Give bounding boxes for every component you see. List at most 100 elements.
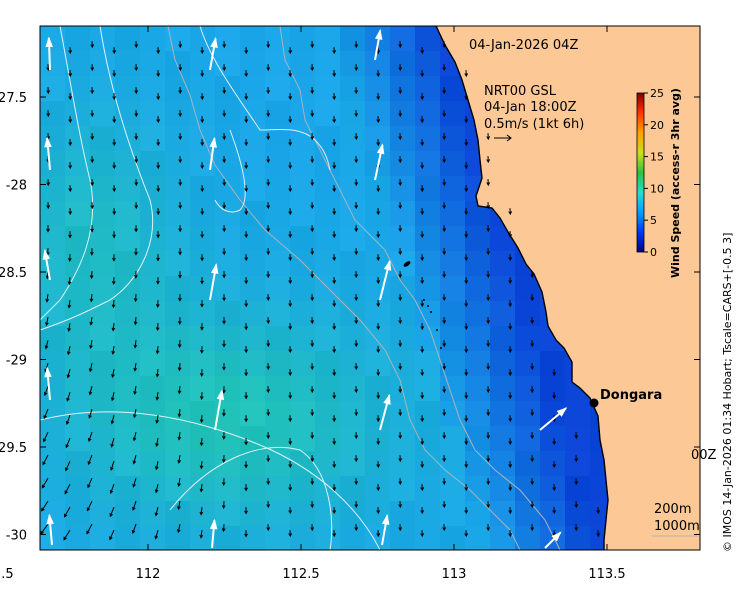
model-wind-arrowhead [178,159,183,164]
model-wind-arrowhead [354,228,359,233]
wind-speed-cell [390,351,416,377]
model-wind-arrowhead [464,372,469,377]
wind-speed-cell [90,376,116,402]
model-wind-arrowhead [222,297,226,302]
wind-speed-cell [315,201,341,227]
model-wind-arrowhead [310,343,315,348]
model-wind-arrowhead [442,389,447,394]
model-wind-arrowhead [177,459,182,464]
model-wind-arrowhead [398,343,403,348]
model-wind-arrowhead [464,280,469,285]
model-wind-arrowhead [310,67,315,72]
wind-speed-cell [165,301,191,327]
wind-speed-cell [515,426,541,452]
model-wind-arrowhead [530,504,535,509]
model-wind-arrowhead [87,437,92,442]
model-wind-arrowhead [376,533,381,538]
wind-speed-cell [415,451,441,477]
model-wind-arrowhead [508,372,513,377]
model-wind-arrowhead [310,159,315,164]
model-wind-arrowhead [178,67,183,72]
model-wind-arrow [178,363,181,371]
model-wind-arrowhead [155,373,160,378]
model-wind-arrowhead [134,251,138,256]
wind-speed-cell [215,351,241,377]
model-wind-arrow [45,339,49,349]
model-wind-arrowhead [442,228,447,233]
model-wind-arrowhead [40,530,44,535]
wind-speed-cell [290,151,316,177]
model-wind-arrowhead [244,165,249,170]
model-wind-arrow [88,431,93,442]
wind-speed-cell [315,326,341,352]
wind-speed-cell [40,176,66,202]
model-wind-arrowhead [376,257,381,262]
wind-speed-cell [565,426,591,452]
model-wind-arrowhead [221,482,226,487]
model-wind-arrowhead [288,487,293,492]
scale-label: 0.5m/s (1kt 6h) [484,117,584,132]
model-wind-arrowhead [486,458,491,463]
model-wind-arrow [89,385,93,395]
wind-speed-cell [140,276,166,302]
model-wind-arrowhead [266,67,271,72]
model-wind-arrowhead [288,211,293,216]
wind-speed-cell [315,426,341,452]
y-tick-label: -28 [6,179,27,194]
wind-speed-cell [115,426,141,452]
model-wind-arrowhead [442,297,447,302]
model-wind-arrowhead [156,73,161,78]
model-wind-arrowhead [199,372,204,377]
model-wind-arrow [156,437,159,447]
model-wind-arrowhead [178,113,183,118]
wind-speed-cell [515,326,541,352]
model-wind-arrowhead [508,487,513,492]
model-wind-arrowhead [486,412,491,417]
model-wind-arrowhead [68,119,73,124]
model-wind-arrowhead [596,533,601,538]
model-wind-arrowhead [508,418,513,423]
wind-speed-cell [415,301,441,327]
model-wind-arrowhead [332,96,337,101]
wind-speed-cell [515,401,541,427]
model-wind-arrowhead [574,504,579,509]
model-wind-arrowhead [89,298,94,303]
model-wind-arrowhead [244,395,248,400]
wind-speed-cell [540,376,566,402]
model-wind-arrowhead [464,510,469,515]
model-wind-arrowhead [244,349,248,354]
model-wind-arrowhead [200,211,205,216]
place-label-dongara: Dongara [600,388,662,403]
model-wind-arrowhead [354,504,359,509]
model-wind-arrowhead [442,412,447,417]
wind-speed-cell [415,276,441,302]
model-wind-arrowhead [398,366,403,371]
wind-speed-cell [315,226,341,252]
wind-speed-cell [265,276,291,302]
model-wind-arrow [43,431,49,442]
wind-speed-cell [90,151,116,177]
model-wind-arrowhead [354,136,359,141]
model-wind-arrowhead [200,188,205,193]
model-wind-arrowhead [420,487,425,492]
model-wind-arrowhead [134,205,139,210]
model-wind-arrowhead [464,303,469,308]
model-wind-arrowhead [132,506,136,511]
model-wind-arrowhead [46,182,51,187]
wind-speed-cell [315,451,341,477]
model-wind-arrowhead [156,280,160,285]
wind-speed-cell [190,26,216,52]
wind-speed-cell [315,176,341,202]
model-wind-arrowhead [420,349,425,354]
x-tick-label: 112.5 [282,567,319,582]
model-wind-arrowhead [288,50,293,55]
model-wind-arrow [68,300,71,308]
observed-wind-arrowhead [376,143,385,155]
wind-speed-cell [390,226,416,252]
wind-speed-cell [165,476,191,502]
model-wind-arrowhead [486,274,491,279]
wind-speed-cell [115,401,141,427]
wind-speed-cell [215,301,241,327]
model-wind-arrowhead [530,481,535,486]
model-wind-arrowhead [354,458,359,463]
